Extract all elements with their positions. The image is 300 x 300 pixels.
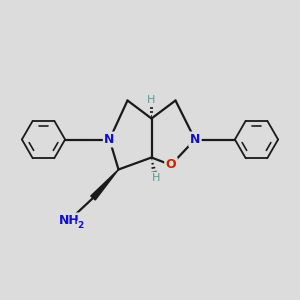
Text: NH: NH: [58, 214, 80, 227]
Text: N: N: [104, 133, 115, 146]
Text: H: H: [147, 95, 156, 105]
Text: O: O: [166, 158, 176, 172]
Text: 2: 2: [77, 221, 83, 230]
Polygon shape: [91, 169, 118, 200]
Text: N: N: [190, 133, 200, 146]
Text: H: H: [152, 173, 160, 183]
